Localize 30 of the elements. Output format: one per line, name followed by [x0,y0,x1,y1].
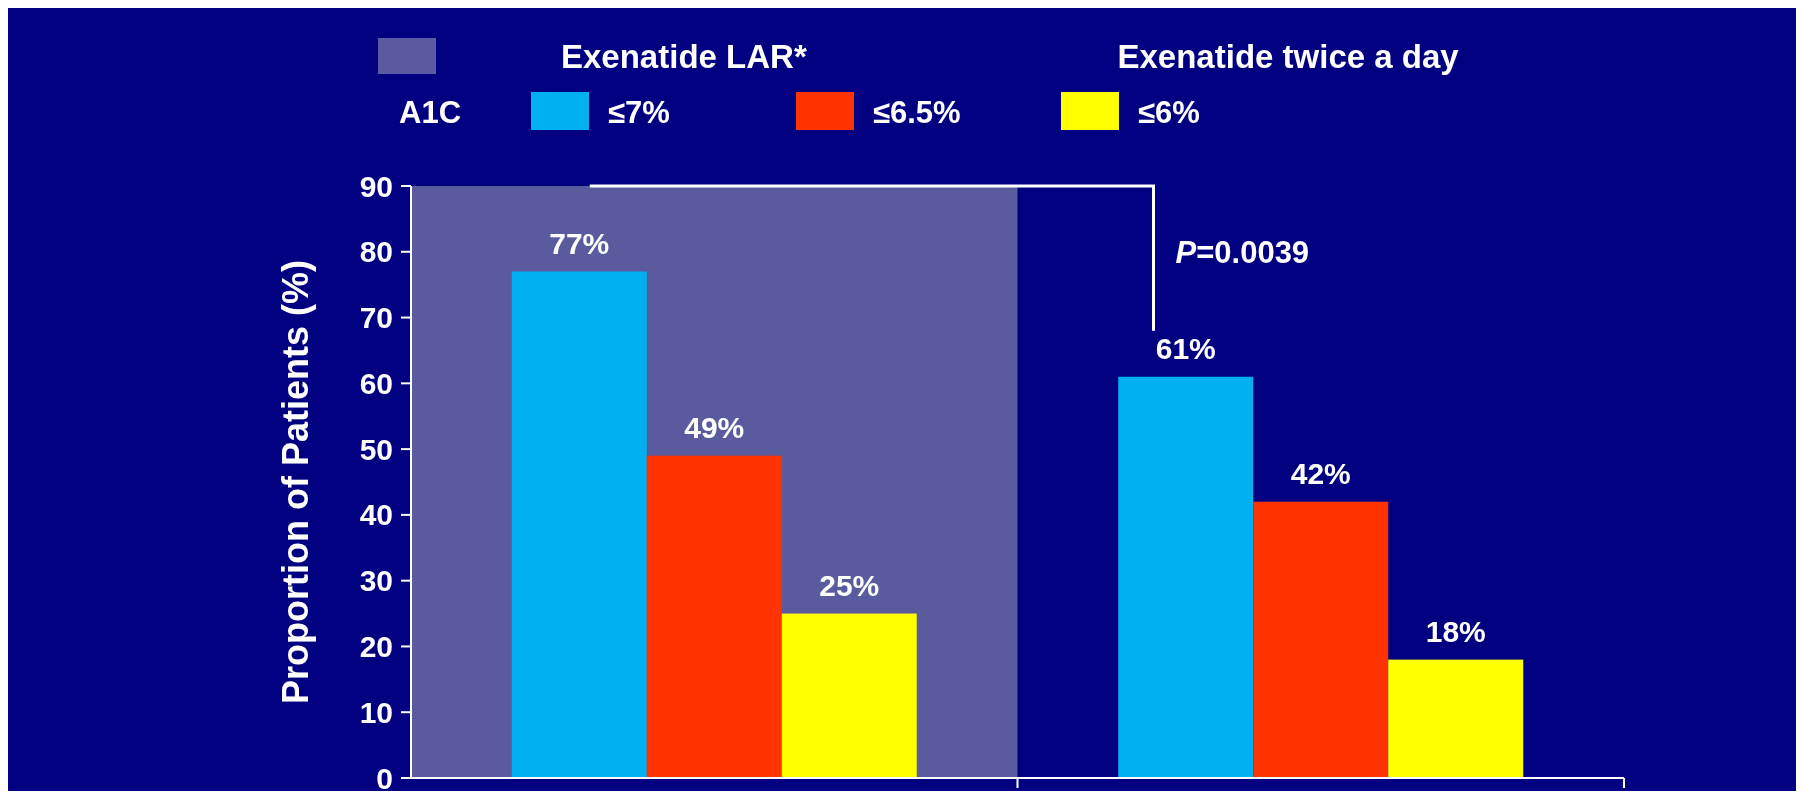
legend-label: ≤6.5% [873,95,961,130]
data-label: 25% [819,568,880,602]
x-tick-label: Exenatide twice a day [1117,38,1460,75]
bar [646,455,782,778]
annotation: P=0.0039 [1175,235,1310,270]
y-tick-label: 50 [359,432,393,466]
legend-title: A1C [399,95,462,130]
x-tick-label: Exenatide LAR* [561,38,807,75]
data-label: 77% [549,226,610,260]
bar [511,271,647,778]
legend-label: ≤6% [1138,95,1200,130]
bar [781,613,917,778]
bar [1118,376,1254,778]
legend-label: ≤7% [608,95,670,130]
y-tick-label: 80 [359,235,393,269]
bar [1253,501,1389,778]
bar [1388,659,1524,778]
data-label: 49% [684,410,745,444]
data-label: 61% [1155,331,1216,365]
data-label: 18% [1425,614,1486,648]
y-tick-label: 40 [359,498,393,532]
data-label: 42% [1290,456,1351,490]
y-axis-title: Proportion of Patients (%) [275,260,316,704]
y-tick-label: 70 [359,301,393,335]
y-tick-label: 10 [359,695,393,729]
y-tick-label: 20 [359,629,393,663]
y-tick-label: 90 [359,169,393,203]
y-tick-label: 30 [359,564,393,598]
y-tick-label: 0 [376,761,393,795]
y-tick-label: 60 [359,366,393,400]
